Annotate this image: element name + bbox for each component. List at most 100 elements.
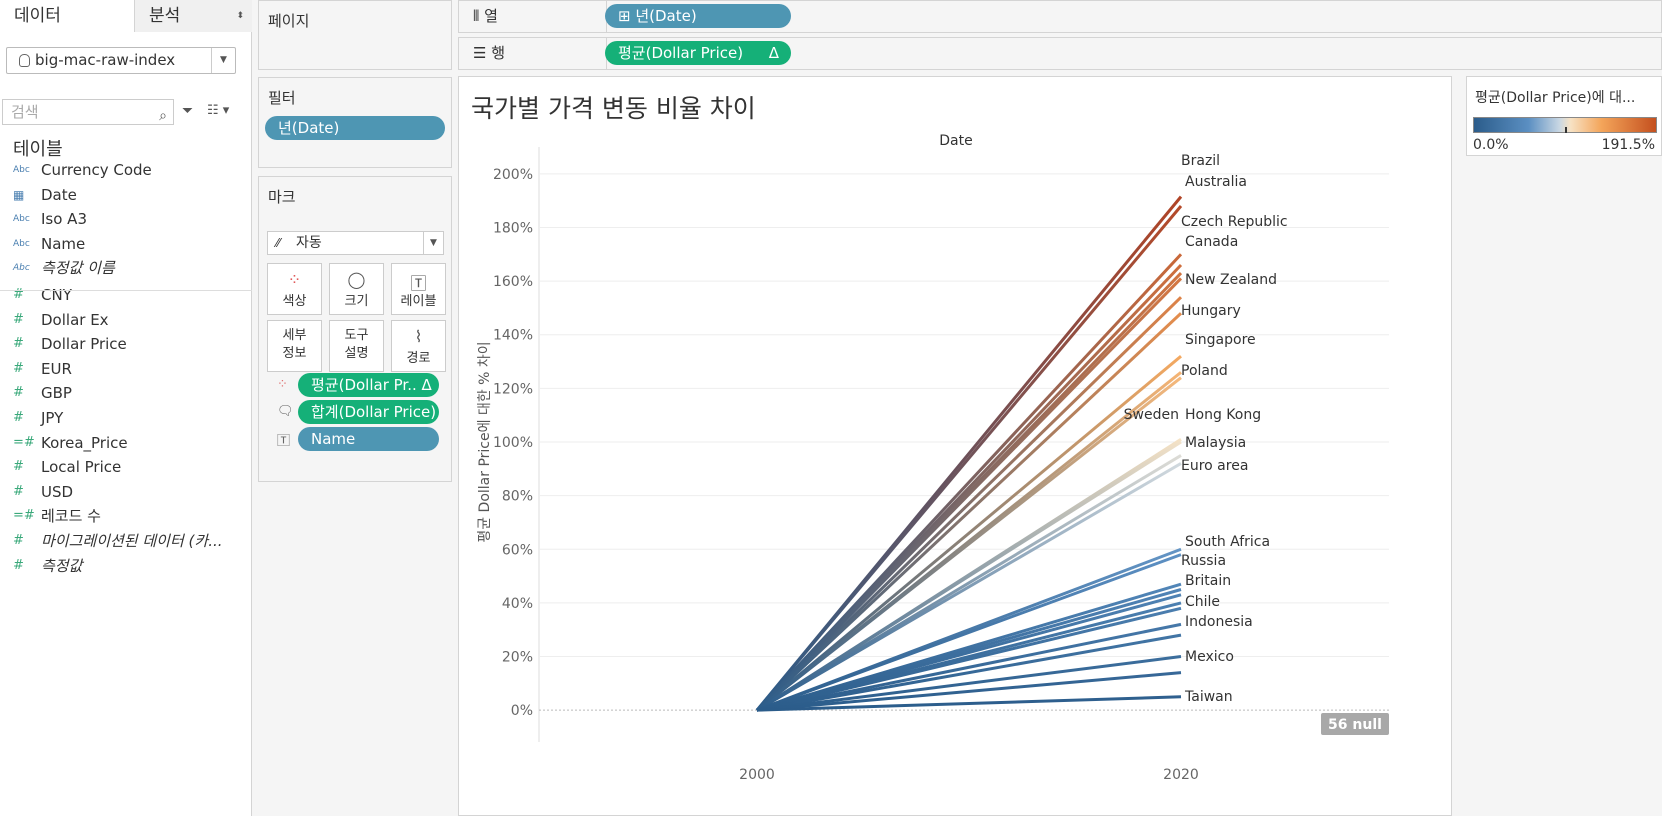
- dimension-field[interactable]: ▦ Date: [0, 183, 252, 207]
- field-label: 측정값: [41, 556, 83, 575]
- series-line[interactable]: [756, 622, 1182, 712]
- dimension-field[interactable]: Abc Currency Code: [0, 158, 252, 182]
- series-label[interactable]: South Africa: [1185, 534, 1270, 550]
- series-label[interactable]: New Zealand: [1185, 272, 1277, 288]
- chevron-down-icon[interactable]: ▼: [423, 232, 443, 254]
- measure-field[interactable]: # 측정값: [0, 554, 252, 578]
- measure-field[interactable]: # EUR: [0, 357, 252, 381]
- series-label[interactable]: Hungary: [1181, 303, 1241, 319]
- size-button[interactable]: ◯ 크기: [329, 263, 384, 315]
- measure-field[interactable]: # GBP: [0, 381, 252, 405]
- column-header-date[interactable]: Date: [939, 133, 973, 149]
- series-label[interactable]: Poland: [1181, 363, 1228, 379]
- filter-icon[interactable]: ⏷: [182, 103, 194, 119]
- series-line[interactable]: [756, 355, 1182, 712]
- search-input[interactable]: 검색 ⌕: [2, 99, 174, 125]
- null-badge-label[interactable]: 56 null: [1328, 717, 1382, 733]
- series-line[interactable]: [755, 205, 1183, 712]
- field-label: GBP: [41, 384, 72, 403]
- mark-type-select[interactable]: ⁄⁄ 자동 ▼: [267, 231, 444, 255]
- series-label[interactable]: Mexico: [1185, 649, 1234, 665]
- series-line[interactable]: [755, 277, 1183, 712]
- row-pill-avg-dollar-price[interactable]: 평균(Dollar Price) Δ: [605, 41, 791, 65]
- tab-analysis[interactable]: 분석 ⬍: [134, 0, 252, 32]
- line-chart[interactable]: 0% 20% 40% 60% 80% 100% 120% 140% 160% 180% 200% 20…: [459, 77, 1453, 816]
- label-button[interactable]: 🅃 레이블: [391, 263, 446, 315]
- series-label[interactable]: Chile: [1185, 594, 1220, 610]
- measure-field[interactable]: # 마이그레이션된 데이터 (카...: [0, 529, 252, 553]
- rows-shelf[interactable]: ☰ 행 평균(Dollar Price) Δ: [458, 37, 1662, 70]
- field-label: Dollar Price: [41, 335, 127, 354]
- series-line[interactable]: [756, 376, 1182, 712]
- series-line[interactable]: [756, 553, 1182, 712]
- series-label[interactable]: Indonesia: [1185, 614, 1253, 630]
- column-pill-year-date[interactable]: ⊞ 년(Date): [605, 4, 791, 28]
- series-label[interactable]: Taiwan: [1184, 689, 1233, 705]
- series-label[interactable]: Sweden: [1124, 407, 1179, 423]
- mark-pill-tooltip[interactable]: 합계(Dollar Price): [298, 400, 439, 424]
- tooltip-button[interactable]: 도구 설명: [329, 320, 384, 372]
- dimension-field[interactable]: Abc Name: [0, 232, 252, 256]
- text-label-icon: 🅃: [410, 274, 427, 293]
- number-type-icon: =#: [13, 508, 35, 524]
- series-line[interactable]: [756, 440, 1182, 712]
- series-label[interactable]: Australia: [1185, 174, 1247, 190]
- series-line[interactable]: [756, 601, 1182, 712]
- y-tick-label: 100%: [493, 435, 533, 451]
- viz-title[interactable]: 국가별 가격 변동 비율 차이: [471, 94, 756, 123]
- dimension-field[interactable]: Abc Iso A3: [0, 207, 252, 231]
- series-line[interactable]: [756, 462, 1182, 712]
- divider: [0, 290, 252, 291]
- filter-pill-year-date[interactable]: 년(Date): [265, 116, 445, 140]
- tab-data[interactable]: 데이터: [0, 0, 134, 32]
- series-line[interactable]: [756, 695, 1182, 712]
- measure-field[interactable]: # CNY: [0, 283, 252, 307]
- columns-shelf[interactable]: ⫴ 열 ⊞ 년(Date): [458, 0, 1662, 33]
- chevron-down-icon[interactable]: ▼: [211, 48, 235, 73]
- filters-card[interactable]: 필터 년(Date): [258, 77, 452, 168]
- view-options-icon[interactable]: ☷ ▾: [207, 103, 230, 118]
- field-label: Date: [41, 185, 77, 204]
- series-label[interactable]: Malaysia: [1185, 435, 1246, 451]
- measure-field[interactable]: # Dollar Price: [0, 332, 252, 356]
- detail-button[interactable]: 세부 정보: [267, 320, 322, 372]
- series-line[interactable]: [755, 296, 1183, 712]
- path-button[interactable]: ⌇ 경로: [391, 320, 446, 372]
- mark-pill-color[interactable]: 평균(Dollar Pr.. Δ: [298, 373, 439, 397]
- series-label[interactable]: Hong Kong: [1185, 407, 1261, 423]
- x-tick-label: 2020: [1163, 767, 1199, 783]
- color-legend[interactable]: 평균(Dollar Price)에 대... 0.0% 191.5%: [1466, 76, 1662, 156]
- number-type-icon: #: [13, 533, 24, 548]
- measure-field[interactable]: # Local Price: [0, 455, 252, 479]
- series-label[interactable]: Canada: [1185, 234, 1238, 250]
- series-label[interactable]: Brazil: [1181, 153, 1220, 169]
- datasource-select[interactable]: big-mac-raw-index ▼: [6, 47, 236, 74]
- series-label[interactable]: Czech Republic: [1181, 214, 1288, 230]
- rows-icon: ☰: [473, 44, 492, 62]
- series-line[interactable]: [755, 312, 1183, 712]
- measure-field[interactable]: # Dollar Ex: [0, 308, 252, 332]
- dimension-field[interactable]: Abc 측정값 이름: [0, 256, 252, 280]
- pages-card[interactable]: 페이지: [258, 0, 452, 70]
- measure-field[interactable]: # JPY: [0, 406, 252, 430]
- y-tick-label: 200%: [493, 167, 533, 183]
- number-type-icon: #: [13, 385, 24, 401]
- mark-pill-label[interactable]: Name: [298, 427, 439, 451]
- series-label[interactable]: Britain: [1185, 573, 1231, 589]
- series-line[interactable]: [756, 633, 1182, 712]
- number-type-icon: #: [13, 287, 24, 302]
- series-label[interactable]: Singapore: [1185, 332, 1256, 348]
- number-type-icon: #: [13, 410, 24, 425]
- series-label[interactable]: Russia: [1181, 553, 1226, 569]
- series-label[interactable]: Euro area: [1181, 458, 1248, 474]
- field-label: Iso A3: [41, 210, 87, 229]
- measure-field[interactable]: =# Korea_Price: [0, 431, 252, 455]
- series-line[interactable]: [756, 671, 1182, 712]
- mark-type-label: 자동: [296, 235, 322, 251]
- color-button[interactable]: ⁘ 색상: [267, 263, 322, 315]
- series-line[interactable]: [756, 655, 1182, 712]
- sort-icon[interactable]: ⬍: [236, 11, 244, 21]
- measure-field[interactable]: =# 레코드 수: [0, 504, 252, 528]
- measure-field[interactable]: # USD: [0, 480, 252, 504]
- legend-max: 191.5%: [1601, 137, 1655, 153]
